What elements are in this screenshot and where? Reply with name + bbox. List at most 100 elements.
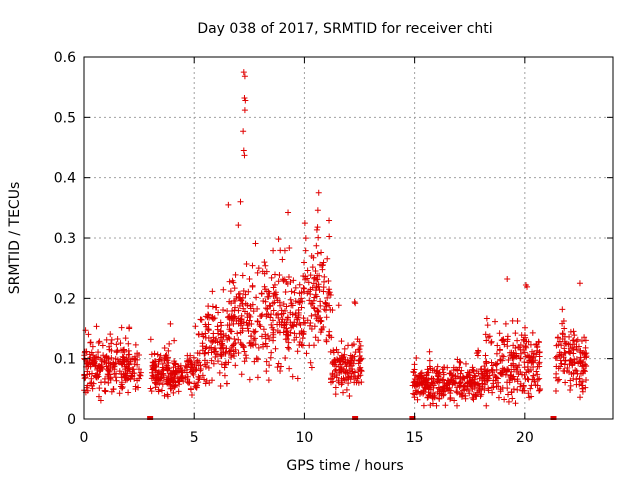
data-point bbox=[302, 320, 309, 327]
zero-marker bbox=[352, 416, 359, 420]
data-point bbox=[450, 364, 457, 371]
data-point bbox=[472, 392, 479, 399]
data-point bbox=[498, 337, 505, 344]
data-point-peak bbox=[315, 189, 322, 196]
data-point bbox=[536, 348, 543, 355]
data-point bbox=[296, 320, 303, 327]
data-point bbox=[425, 385, 432, 392]
data-point bbox=[577, 394, 584, 401]
data-point bbox=[231, 335, 238, 342]
data-point bbox=[210, 360, 217, 367]
data-point bbox=[260, 326, 267, 333]
data-point bbox=[328, 375, 335, 382]
data-point bbox=[172, 367, 179, 374]
data-point bbox=[504, 366, 511, 373]
data-point bbox=[293, 321, 300, 328]
data-point bbox=[226, 313, 233, 320]
data-point bbox=[260, 297, 267, 304]
data-point bbox=[341, 345, 348, 352]
data-point bbox=[536, 387, 543, 394]
data-point bbox=[170, 383, 177, 390]
data-point bbox=[312, 267, 319, 274]
data-point bbox=[187, 385, 194, 392]
data-point bbox=[478, 385, 485, 392]
data-point bbox=[583, 354, 590, 361]
data-point bbox=[167, 370, 174, 377]
data-point bbox=[326, 233, 333, 240]
data-point bbox=[197, 316, 204, 323]
data-point bbox=[152, 380, 159, 387]
data-point bbox=[219, 340, 226, 347]
data-point bbox=[230, 320, 237, 327]
data-point bbox=[226, 278, 233, 285]
data-point bbox=[232, 304, 239, 311]
data-point bbox=[182, 374, 189, 381]
data-point bbox=[413, 381, 420, 388]
data-point bbox=[337, 358, 344, 365]
data-point bbox=[529, 329, 536, 336]
data-point bbox=[454, 389, 461, 396]
data-point bbox=[263, 358, 270, 365]
data-point bbox=[268, 321, 275, 328]
data-point bbox=[188, 392, 195, 399]
data-point bbox=[117, 347, 124, 354]
data-point bbox=[414, 396, 421, 403]
data-point-peak bbox=[237, 198, 244, 205]
data-point bbox=[350, 360, 357, 367]
data-point bbox=[454, 402, 461, 409]
data-point bbox=[496, 330, 503, 337]
data-point bbox=[235, 349, 242, 356]
data-point bbox=[351, 353, 358, 360]
data-point bbox=[304, 267, 311, 274]
data-point bbox=[321, 278, 328, 285]
data-point bbox=[149, 369, 156, 376]
data-point bbox=[356, 357, 363, 364]
data-point bbox=[132, 383, 139, 390]
data-point bbox=[105, 359, 112, 366]
data-point-peak bbox=[524, 283, 531, 290]
data-point bbox=[464, 383, 471, 390]
data-point bbox=[499, 369, 506, 376]
data-point bbox=[533, 341, 540, 348]
data-point bbox=[269, 300, 276, 307]
data-point bbox=[356, 338, 363, 345]
data-point bbox=[307, 291, 314, 298]
data-point bbox=[254, 356, 261, 363]
data-point bbox=[318, 249, 325, 256]
data-point bbox=[332, 391, 339, 398]
data-point bbox=[352, 349, 359, 356]
data-point bbox=[483, 360, 490, 367]
data-point bbox=[280, 322, 287, 329]
data-point bbox=[512, 400, 519, 407]
data-point bbox=[82, 327, 89, 334]
data-point bbox=[449, 381, 456, 388]
data-point bbox=[222, 350, 229, 357]
data-point bbox=[236, 294, 243, 301]
data-point bbox=[126, 324, 133, 331]
x-tick-label: 15 bbox=[406, 430, 424, 446]
data-point bbox=[267, 354, 274, 361]
data-point bbox=[209, 288, 216, 295]
data-point bbox=[327, 291, 334, 298]
data-point bbox=[285, 274, 292, 281]
data-point bbox=[501, 396, 508, 403]
data-point bbox=[514, 318, 521, 325]
data-point bbox=[254, 269, 261, 276]
data-point bbox=[252, 341, 259, 348]
data-point bbox=[567, 349, 574, 356]
data-point bbox=[107, 376, 114, 383]
data-point bbox=[436, 395, 443, 402]
data-point bbox=[86, 371, 93, 378]
data-point bbox=[523, 338, 530, 345]
data-point bbox=[226, 322, 233, 329]
data-point bbox=[237, 317, 244, 324]
data-point bbox=[83, 384, 90, 391]
data-point bbox=[164, 365, 171, 372]
data-point bbox=[282, 354, 289, 361]
data-point bbox=[514, 337, 521, 344]
data-point bbox=[253, 355, 260, 362]
data-point bbox=[505, 398, 512, 405]
data-point bbox=[271, 299, 278, 306]
data-point bbox=[118, 324, 125, 331]
data-point bbox=[473, 368, 480, 375]
